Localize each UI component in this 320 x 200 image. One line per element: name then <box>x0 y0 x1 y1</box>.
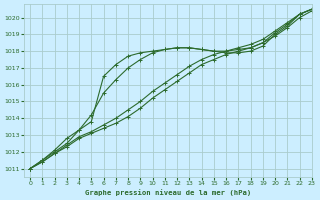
X-axis label: Graphe pression niveau de la mer (hPa): Graphe pression niveau de la mer (hPa) <box>85 189 251 196</box>
